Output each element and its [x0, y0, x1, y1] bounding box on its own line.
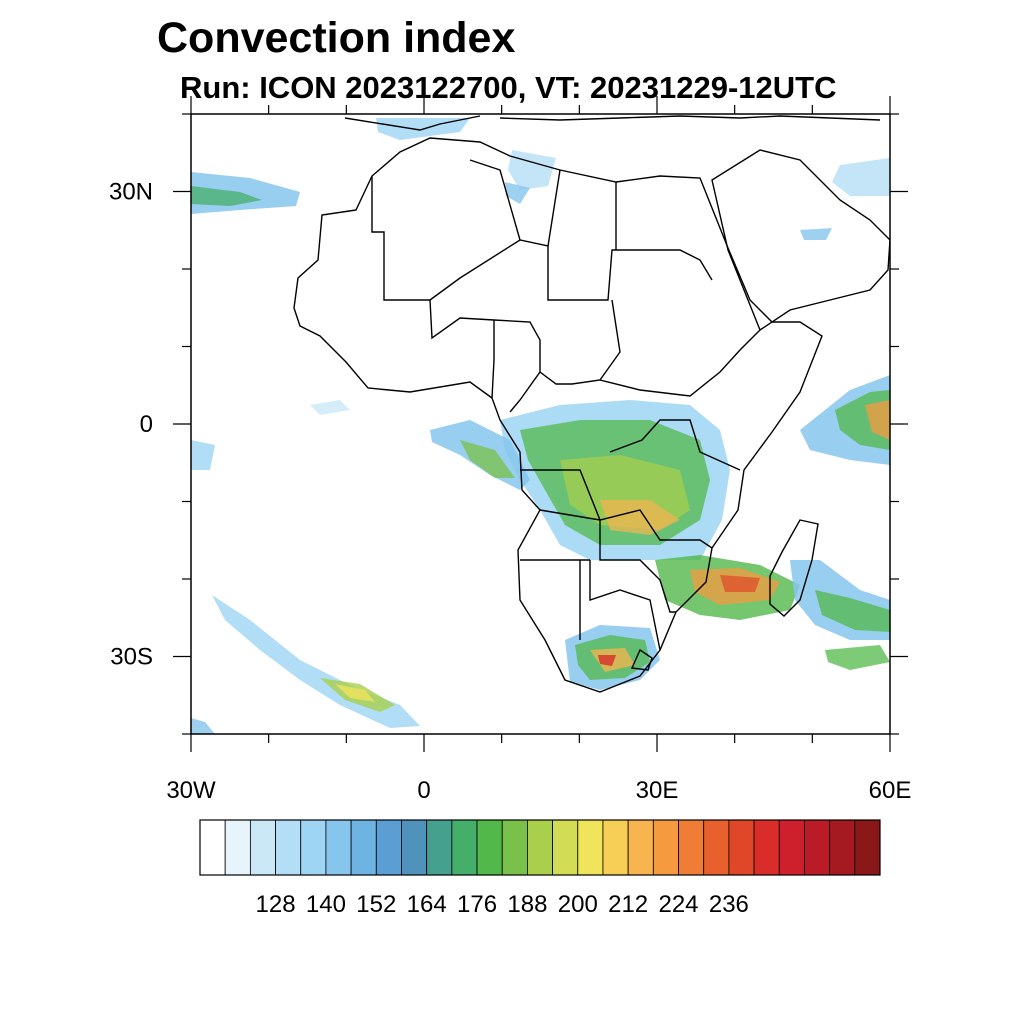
colorbar-swatch [451, 819, 478, 876]
arabia-coastline [711, 149, 890, 332]
colorbar-swatch [804, 819, 831, 876]
lon-tick-label: 60E [869, 777, 912, 804]
colorbar-swatch [325, 819, 352, 876]
colorbar-swatch [249, 819, 276, 876]
madagascar-coastline [769, 519, 819, 617]
colorbar-label: 152 [356, 891, 396, 918]
shade-south-atlantic [212, 595, 420, 728]
colorbar-swatch [829, 819, 856, 876]
colorbar-swatch [350, 819, 377, 876]
colorbar-swatch [426, 819, 453, 876]
lat-tick-label: 0 [140, 411, 153, 438]
colorbar-swatch [577, 819, 604, 876]
lat-tick-label: 30N [109, 179, 153, 206]
lon-tick-label: 30W [166, 777, 216, 804]
colorbar-swatch [627, 819, 654, 876]
africa-coastline [293, 137, 823, 693]
colorbar-swatch [552, 819, 579, 876]
colorbar-swatch [678, 819, 705, 876]
colorbar-swatch [652, 819, 679, 876]
colorbar-label: 128 [256, 891, 296, 918]
map-axes: 30N 0 30S 30W 0 30E 60E [109, 96, 911, 804]
lat-tick-label: 30S [110, 644, 153, 671]
colorbar-label: 164 [407, 891, 447, 918]
colorbar-label: 188 [507, 891, 547, 918]
map-subtitle: Run: ICON 2023122700, VT: 20231229-12UTC [180, 70, 837, 105]
colorbar-swatch [527, 819, 553, 876]
colorbar-swatch [199, 819, 226, 876]
colorbar-label: 224 [658, 891, 698, 918]
colorbar-swatch [501, 819, 528, 876]
colorbar-swatch [300, 819, 327, 876]
colorbar-label: 200 [558, 891, 598, 918]
colorbar-swatch [224, 819, 251, 876]
colorbar-swatch [476, 819, 503, 876]
colorbar-swatch [602, 819, 629, 876]
colorbar-swatch [703, 819, 730, 876]
colorbar-label: 140 [306, 891, 346, 918]
colorbar-label: 236 [709, 891, 749, 918]
colorbar-label: 176 [457, 891, 497, 918]
lon-tick-label: 0 [417, 777, 430, 804]
colorbar-swatch [753, 819, 780, 876]
colorbar: 128 140 152 164 176 188 200 212 224 236 [199, 819, 881, 918]
colorbar-swatch [401, 819, 428, 876]
colorbar-label: 212 [608, 891, 648, 918]
colorbar-swatch [854, 819, 881, 876]
convection-shading [191, 118, 890, 734]
lon-tick-label: 30E [636, 777, 679, 804]
colorbar-swatch [275, 819, 302, 876]
coastlines-borders [293, 115, 890, 693]
colorbar-swatch [778, 819, 805, 876]
colorbar-swatch [375, 819, 402, 876]
colorbar-swatch [728, 819, 755, 876]
map-title: Convection index [157, 14, 516, 62]
